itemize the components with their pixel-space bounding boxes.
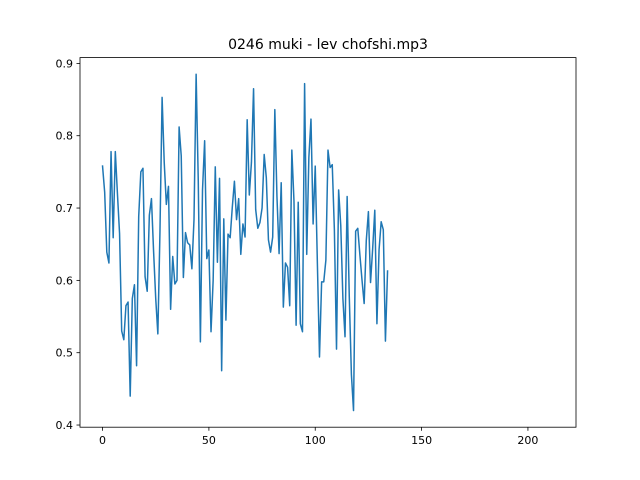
x-tick-label: 0	[99, 434, 106, 447]
y-tick-label: 0.8	[56, 130, 74, 143]
y-tick-label: 0.6	[56, 274, 74, 287]
y-tick-label: 0.7	[56, 202, 74, 215]
chart-title: 0246 muki - lev chofshi.mp3	[228, 37, 428, 53]
y-tick-label: 0.5	[56, 347, 74, 360]
axes: 0 50 100 150 200 0.4 0.5 0.6 0.7 0.8 0.9	[56, 57, 577, 447]
x-tick-label: 100	[305, 434, 326, 447]
x-tick-label: 150	[411, 434, 432, 447]
x-tick-label: 200	[517, 434, 538, 447]
series-line	[101, 73, 389, 412]
axes-frame	[79, 57, 577, 428]
y-tick-label: 0.9	[56, 57, 74, 70]
x-tick-label: 50	[202, 434, 216, 447]
y-tick-label: 0.4	[56, 419, 74, 432]
plot-area	[101, 73, 389, 412]
